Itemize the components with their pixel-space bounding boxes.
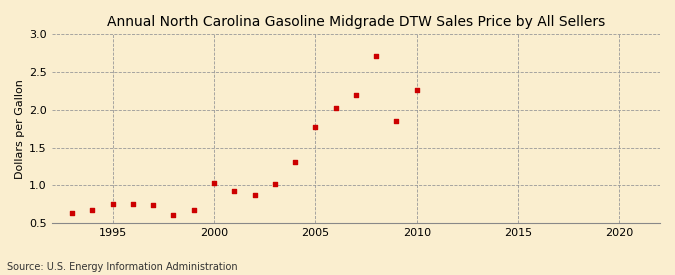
Point (411, 88, 422, 92)
Point (128, 202, 138, 207)
Title: Annual North Carolina Gasoline Midgrade DTW Sales Price by All Sellers: Annual North Carolina Gasoline Midgrade … (107, 15, 605, 29)
Point (168, 213, 179, 217)
Point (371, 54, 381, 58)
Point (229, 188, 240, 193)
Text: Source: U.S. Energy Information Administration: Source: U.S. Energy Information Administ… (7, 262, 238, 272)
Point (249, 193, 260, 197)
Point (350, 93, 361, 97)
Point (107, 202, 118, 207)
Point (269, 182, 280, 186)
Y-axis label: Dollars per Gallon: Dollars per Gallon (15, 79, 25, 179)
Point (330, 105, 341, 110)
Point (87, 208, 98, 213)
Point (188, 208, 199, 213)
Point (148, 203, 159, 207)
Point (209, 181, 219, 185)
Point (310, 125, 321, 130)
Point (290, 160, 300, 164)
Point (391, 119, 402, 123)
Point (67, 211, 78, 216)
